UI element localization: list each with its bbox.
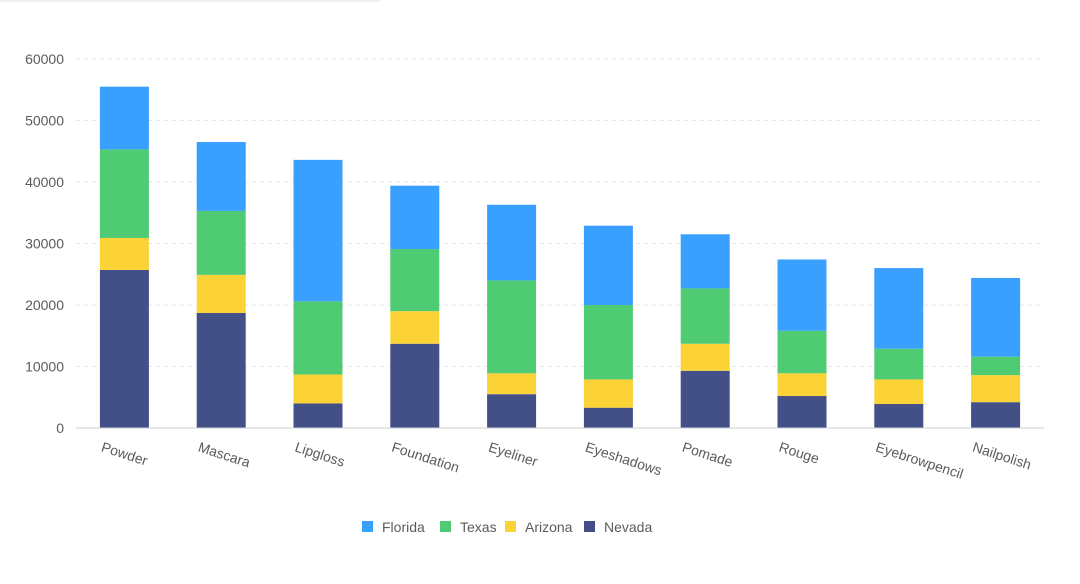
legend-swatch-arizona [505, 521, 516, 532]
bar-segment-nevada [971, 402, 1021, 428]
bar-segment-texas [680, 288, 730, 344]
x-tick-label: Lipgloss [293, 439, 347, 470]
x-tick-label: Mascara [196, 439, 252, 471]
top-divider [0, 0, 380, 2]
bar-segment-florida [583, 225, 633, 305]
bar-segment-nevada [874, 404, 924, 428]
bar-segment-texas [390, 249, 440, 312]
x-tick-label: Eyeliner [487, 439, 540, 470]
bar-segment-florida [971, 277, 1021, 357]
x-tick-label: Nailpolish [971, 439, 1034, 473]
bar-segment-arizona [196, 274, 246, 313]
y-tick-label: 40000 [25, 174, 64, 190]
bar-segment-nevada [196, 312, 246, 428]
bar-segment-florida [874, 268, 924, 349]
y-tick-label: 50000 [25, 113, 64, 129]
y-tick-label: 20000 [25, 297, 64, 313]
y-tick-label: 10000 [25, 359, 64, 375]
bar-segment-nevada [777, 396, 827, 428]
bar-segment-texas [293, 301, 343, 375]
bar-segment-florida [293, 159, 343, 302]
legend: Florida Texas Arizona Nevada [362, 519, 652, 535]
x-tick-label: Eyebrowpencil [874, 439, 966, 482]
legend-label-florida: Florida [382, 519, 425, 535]
bar-segment-nevada [390, 343, 440, 428]
bar-segment-nevada [99, 269, 149, 428]
bar-segment-texas [874, 348, 924, 380]
bar-segment-arizona [583, 379, 633, 408]
bar-segment-arizona [390, 311, 440, 344]
bar-segment-arizona [777, 373, 827, 397]
bar-segment-texas [583, 305, 633, 380]
y-tick-label: 60000 [25, 51, 64, 67]
legend-swatch-florida [362, 521, 373, 532]
y-axis-ticks: 0 10000 20000 30000 40000 50000 60000 [25, 51, 64, 436]
bar-segment-texas [196, 210, 246, 275]
x-tick-label: Rouge [777, 439, 821, 467]
bar-segment-nevada [293, 403, 343, 428]
legend-swatch-texas [440, 521, 451, 532]
legend-swatch-nevada [584, 521, 595, 532]
y-tick-label: 0 [56, 420, 64, 436]
legend-label-nevada: Nevada [604, 519, 652, 535]
bar-segment-arizona [680, 343, 730, 371]
bar-segment-arizona [293, 374, 343, 404]
bar-segment-arizona [487, 373, 537, 395]
x-tick-label: Pomade [680, 439, 735, 470]
bar-segment-nevada [487, 394, 537, 428]
bar-segment-florida [99, 86, 149, 150]
bar-segment-texas [99, 149, 149, 238]
bar-segment-arizona [971, 375, 1021, 403]
bar-segment-texas [971, 356, 1021, 376]
bar-segment-arizona [874, 379, 924, 405]
x-axis-ticks: Powder Mascara Lipgloss Foundation Eyeliner E… [99, 439, 1033, 482]
bar-segment-florida [196, 142, 246, 211]
bar-segment-arizona [99, 237, 149, 270]
bar-segment-texas [487, 280, 537, 374]
x-tick-label: Eyeshadows [583, 439, 663, 479]
x-tick-label: Powder [99, 439, 149, 469]
legend-label-texas: Texas [460, 519, 497, 535]
bar-segment-florida [680, 234, 730, 289]
bars [99, 86, 1021, 428]
bar-segment-florida [390, 185, 440, 250]
legend-label-arizona: Arizona [525, 519, 573, 535]
x-tick-label: Foundation [390, 439, 462, 476]
bar-segment-nevada [680, 370, 730, 428]
y-tick-label: 30000 [25, 236, 64, 252]
bar-segment-florida [777, 259, 827, 331]
bar-segment-nevada [583, 407, 633, 428]
bar-segment-florida [487, 204, 537, 281]
bar-segment-texas [777, 330, 827, 374]
